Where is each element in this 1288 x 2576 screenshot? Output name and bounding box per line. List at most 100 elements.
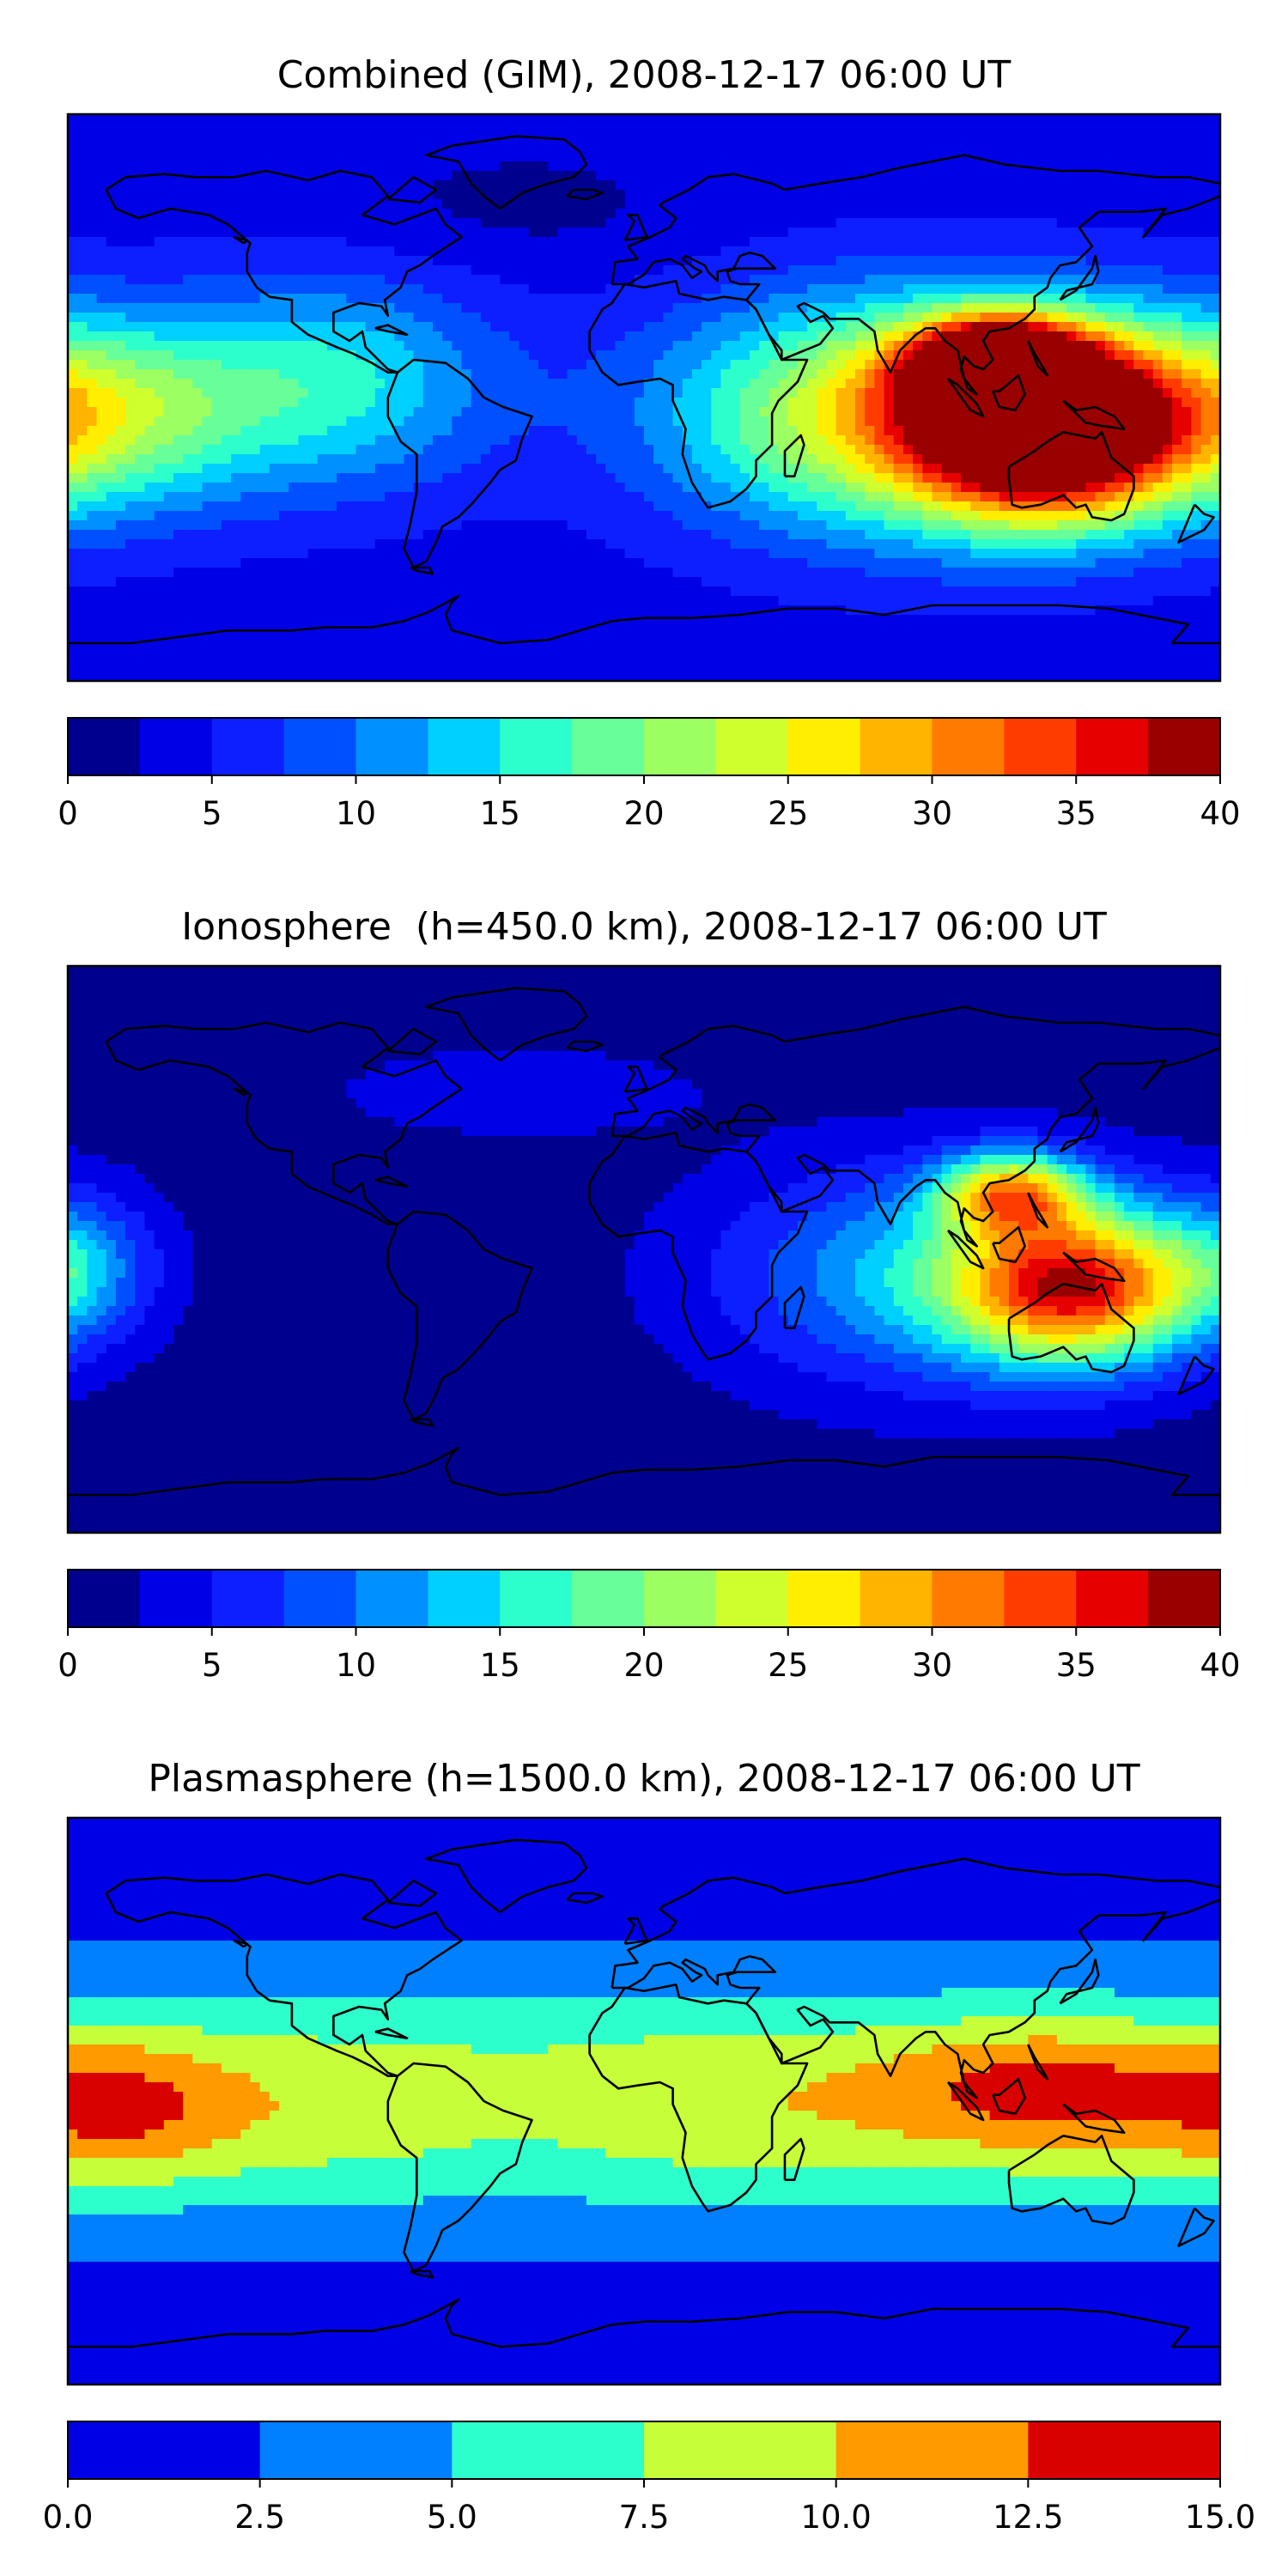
heatmap-cell — [1124, 171, 1134, 181]
heatmap-cell — [807, 284, 817, 295]
heatmap-cell — [941, 124, 952, 134]
heatmap-cell — [385, 275, 395, 285]
heatmap-cell — [730, 190, 741, 200]
heatmap-cell — [1085, 416, 1097, 427]
heatmap-cell — [884, 218, 895, 228]
heatmap-cell — [509, 124, 520, 134]
heatmap-cell — [653, 464, 664, 474]
heatmap-cell — [615, 435, 626, 446]
heatmap-cell — [1056, 313, 1067, 323]
heatmap-cell — [374, 313, 386, 323]
heatmap-cell — [893, 124, 904, 134]
heatmap-cell — [980, 199, 991, 210]
heatmap-cell — [1182, 445, 1193, 455]
heatmap-cell — [144, 313, 155, 323]
heatmap-cell — [902, 473, 914, 483]
heatmap-cell — [1066, 398, 1077, 408]
heatmap-cell — [346, 143, 357, 153]
heatmap-cell — [413, 237, 424, 247]
heatmap-cell — [1114, 246, 1125, 257]
heatmap-cell — [442, 265, 453, 276]
heatmap-cell — [480, 265, 491, 276]
heatmap-cell — [644, 133, 654, 143]
heatmap-cell — [1008, 275, 1019, 285]
heatmap-cell — [797, 360, 808, 370]
heatmap-cell — [231, 388, 241, 398]
heatmap-cell — [567, 416, 578, 427]
heatmap-cell — [355, 152, 367, 162]
heatmap-cell — [778, 369, 789, 380]
heatmap-cell — [807, 294, 817, 304]
heatmap-cell — [653, 284, 664, 295]
heatmap-cell — [826, 454, 837, 465]
heatmap-cell — [432, 322, 443, 332]
heatmap-cell — [634, 483, 645, 493]
heatmap-cell — [845, 133, 856, 143]
heatmap-cell — [702, 180, 712, 191]
heatmap-cell — [1008, 360, 1019, 370]
heatmap-cell — [528, 246, 539, 257]
heatmap-cell — [586, 341, 597, 351]
heatmap-cell — [1008, 322, 1019, 332]
heatmap-cell — [125, 294, 136, 304]
heatmap-cell — [1172, 398, 1182, 408]
heatmap-cell — [980, 454, 991, 465]
heatmap-cell — [672, 445, 683, 455]
heatmap-cell — [307, 228, 319, 238]
heatmap-cell — [769, 114, 780, 125]
heatmap-cell — [711, 124, 722, 134]
heatmap-cell — [1037, 407, 1048, 417]
heatmap-cell — [548, 152, 558, 162]
heatmap-cell — [279, 124, 289, 134]
heatmap-cell — [1200, 133, 1212, 143]
heatmap-cell — [893, 143, 904, 153]
heatmap-cell — [154, 445, 165, 455]
heatmap-cell — [999, 322, 1010, 332]
heatmap-cell — [826, 199, 837, 210]
heatmap-cell — [548, 379, 558, 389]
heatmap-cell — [461, 331, 472, 342]
heatmap-cell — [605, 473, 617, 483]
heatmap-cell — [337, 416, 347, 427]
heatmap-cell — [1152, 454, 1163, 465]
heatmap-cell — [605, 143, 617, 153]
heatmap-cell — [1172, 473, 1182, 483]
heatmap-cell — [874, 416, 885, 427]
heatmap-cell — [999, 256, 1010, 266]
heatmap-cell — [759, 161, 769, 172]
heatmap-cell — [317, 341, 328, 351]
heatmap-cell — [519, 265, 530, 276]
heatmap-cell — [750, 124, 760, 134]
heatmap-cell — [538, 464, 549, 474]
heatmap-cell — [77, 303, 88, 313]
heatmap-cell — [490, 275, 501, 285]
heatmap-cell — [326, 379, 337, 389]
heatmap-cell — [77, 331, 88, 342]
heatmap-cell — [96, 501, 107, 512]
heatmap-cell — [221, 331, 232, 342]
heatmap-cell — [596, 284, 606, 295]
heatmap-cell — [835, 407, 847, 417]
heatmap-cell — [1104, 492, 1115, 502]
heatmap-cell — [509, 379, 520, 389]
heatmap-cell — [125, 473, 136, 483]
heatmap-cell — [548, 350, 558, 361]
heatmap-cell — [135, 265, 146, 276]
heatmap-cell — [355, 483, 367, 493]
heatmap-cell — [817, 341, 828, 351]
heatmap-cell — [192, 284, 204, 295]
heatmap-cell — [893, 284, 904, 295]
heatmap-cell — [980, 209, 991, 219]
heatmap-cell — [672, 218, 683, 228]
heatmap-cell — [1124, 246, 1134, 257]
heatmap-cell — [115, 473, 126, 483]
heatmap-cell — [672, 341, 683, 351]
heatmap-cell — [1133, 426, 1145, 436]
heatmap-cell — [259, 171, 270, 181]
heatmap-cell — [326, 275, 337, 285]
heatmap-cell — [432, 426, 443, 436]
heatmap-cell — [461, 313, 472, 323]
heatmap-cell — [557, 180, 568, 191]
heatmap-cell — [461, 454, 472, 465]
heatmap-cell — [432, 114, 443, 125]
